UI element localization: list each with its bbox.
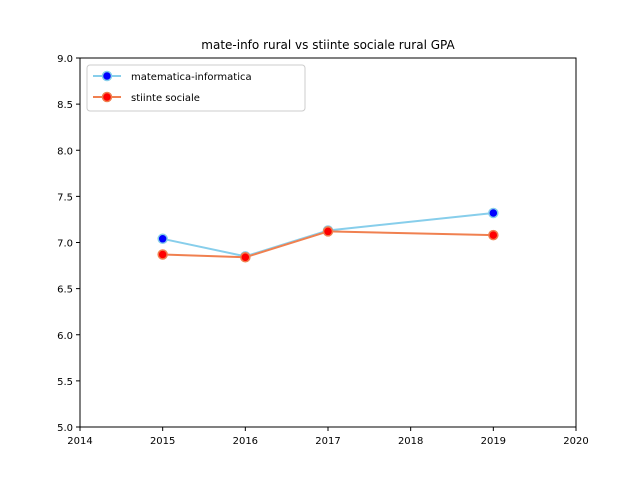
x-tick-label: 2014 [67,436,92,447]
x-tick-label: 2018 [398,436,423,447]
series-2-point [157,249,168,260]
x-tick-label: 2015 [150,436,175,447]
y-tick-label: 8.0 [57,146,73,157]
series-1-point [157,233,168,245]
y-tick-label: 5.5 [57,377,73,388]
legend-marker-swatch [101,70,113,82]
y-tick-label: 7.5 [57,192,73,203]
legend-label: stiinte sociale [131,93,200,104]
y-tick-label: 8.5 [57,100,73,111]
x-tick-label: 2017 [315,436,340,447]
series-2-point [322,226,334,237]
axes: 2014 2015 2016 2017 2018 2019 2020 5.0 5.5 6.0 6.5… [57,54,589,447]
x-tick-label: 2020 [563,436,588,447]
chart-title: mate-info rural vs stiinte sociale rural… [201,38,455,52]
series-line-2 [162,230,494,259]
series-2-point [488,229,499,241]
y-tick-label: 7.0 [57,239,73,250]
x-tick-label: 2019 [481,436,506,447]
y-tick-label: 5.0 [57,423,73,434]
plot-frame [79,57,577,428]
y-tick-label: 6.5 [57,285,73,296]
x-tick-label: 2016 [233,436,258,447]
y-tick-label: 9.0 [57,54,73,65]
legend-box [86,64,306,112]
y-tick-label: 6.0 [57,331,73,342]
legend: matematica-informatica stiinte sociale [86,64,306,112]
legend-label: matematica-informatica [131,72,252,83]
series-2-point [240,252,251,263]
legend-marker-swatch [101,91,113,103]
series-layer [157,207,499,263]
series-1-point [488,207,499,219]
